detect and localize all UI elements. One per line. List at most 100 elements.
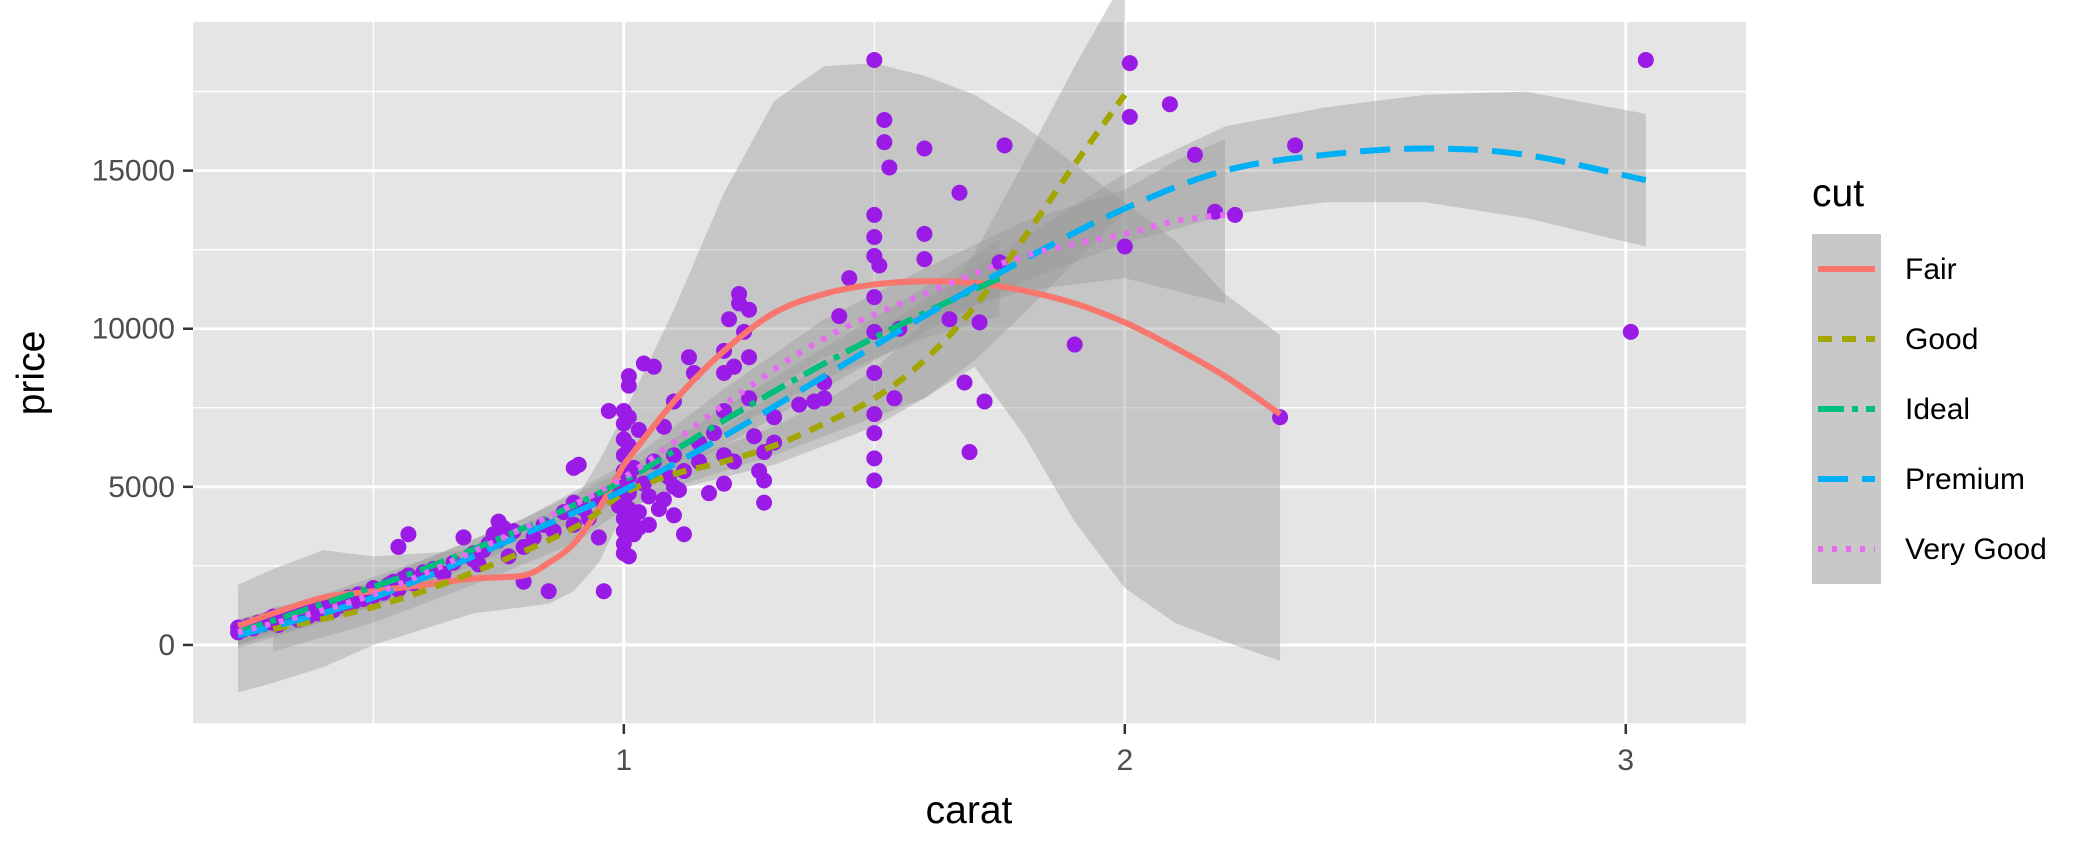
data-point <box>630 421 647 438</box>
data-point <box>655 491 672 508</box>
data-point <box>731 285 748 302</box>
line-good <box>272 92 1128 633</box>
x-tick-label: 1 <box>615 744 632 777</box>
line-fair-low <box>237 463 627 629</box>
data-point <box>726 358 743 375</box>
data-point <box>886 390 903 407</box>
data-point <box>866 51 883 68</box>
data-point <box>741 301 758 318</box>
legend-label-very-good: Very Good <box>1905 533 2047 566</box>
smooth-lines <box>237 92 1647 639</box>
y-axis-title: price <box>10 331 53 416</box>
data-point <box>951 184 968 201</box>
legend-label-premium: Premium <box>1905 463 2025 496</box>
data-point <box>831 308 848 325</box>
data-point <box>640 488 657 505</box>
data-point <box>625 459 642 476</box>
data-point <box>1121 55 1138 72</box>
data-point <box>866 365 883 381</box>
data-point <box>746 428 763 445</box>
data-point <box>766 409 783 426</box>
data-point <box>716 475 733 492</box>
data-point <box>976 393 993 410</box>
data-point <box>866 229 883 246</box>
data-point <box>916 251 933 268</box>
x-tick-label: 3 <box>1617 744 1634 777</box>
ribbon-fair-low <box>238 414 624 693</box>
data-point <box>756 472 773 489</box>
data-point <box>590 529 607 546</box>
data-point <box>841 270 858 287</box>
y-tick-label: 5000 <box>108 471 175 504</box>
axis-ticks <box>183 169 1628 734</box>
ribbon-very-good <box>238 139 1225 645</box>
data-point <box>756 494 773 511</box>
data-point <box>640 516 657 533</box>
data-point <box>670 482 687 498</box>
axis-tick-labels: 1 2 3 0 5000 10000 15000 <box>92 155 1635 777</box>
data-point <box>1066 336 1083 353</box>
data-point <box>916 225 933 242</box>
data-point <box>1227 206 1244 223</box>
data-point <box>816 390 833 407</box>
legend-label-fair: Fair <box>1905 253 1957 286</box>
x-axis-title: carat <box>926 789 1013 832</box>
x-tick-label: 2 <box>1116 744 1133 777</box>
data-point <box>570 456 587 473</box>
y-tick-label: 10000 <box>92 313 175 346</box>
major-gridlines <box>193 22 1746 724</box>
data-point <box>665 507 682 524</box>
line-premium <box>237 145 1647 639</box>
y-tick-label: 15000 <box>92 155 175 188</box>
data-point <box>741 349 758 366</box>
data-point <box>620 548 637 565</box>
data-point <box>991 254 1008 271</box>
data-point <box>595 583 612 600</box>
data-point <box>866 425 883 442</box>
data-point <box>876 112 893 129</box>
data-point <box>721 311 738 328</box>
data-point <box>1121 108 1138 125</box>
data-point <box>540 583 557 600</box>
data-point <box>700 485 717 502</box>
plot-panel <box>193 22 1746 724</box>
data-point <box>1161 96 1178 113</box>
data-point <box>876 134 893 151</box>
legend: cut Fair Good Ideal Premium Very Good <box>1812 172 2047 584</box>
data-point <box>881 159 898 176</box>
data-point <box>971 314 988 331</box>
line-fair <box>621 278 1282 467</box>
data-point <box>916 140 933 157</box>
line-ideal <box>237 275 1001 636</box>
data-point <box>866 450 883 467</box>
data-point <box>620 368 637 385</box>
data-point <box>400 526 417 543</box>
data-point <box>866 206 883 223</box>
legend-title: cut <box>1812 172 1864 215</box>
data-point <box>645 358 662 375</box>
data-point <box>941 311 958 328</box>
data-point <box>455 529 472 546</box>
data-point <box>630 504 647 521</box>
data-point <box>1287 137 1304 154</box>
data-point <box>791 396 808 413</box>
data-point <box>961 444 978 461</box>
data-point <box>866 406 883 423</box>
line-very-good <box>237 211 1226 636</box>
data-point <box>1186 146 1203 163</box>
data-point <box>871 257 888 274</box>
data-point <box>996 137 1013 154</box>
data-point <box>620 409 637 426</box>
data-point <box>1116 238 1133 255</box>
data-point <box>390 538 407 555</box>
legend-keys: Fair Good Ideal Premium Very Good <box>1812 234 2047 584</box>
data-point <box>866 472 883 489</box>
legend-label-ideal: Ideal <box>1905 393 1970 426</box>
legend-label-good: Good <box>1905 323 1978 356</box>
data-point <box>600 402 617 419</box>
data-point <box>1637 51 1654 68</box>
data-point <box>680 349 697 366</box>
data-point <box>1622 323 1639 340</box>
